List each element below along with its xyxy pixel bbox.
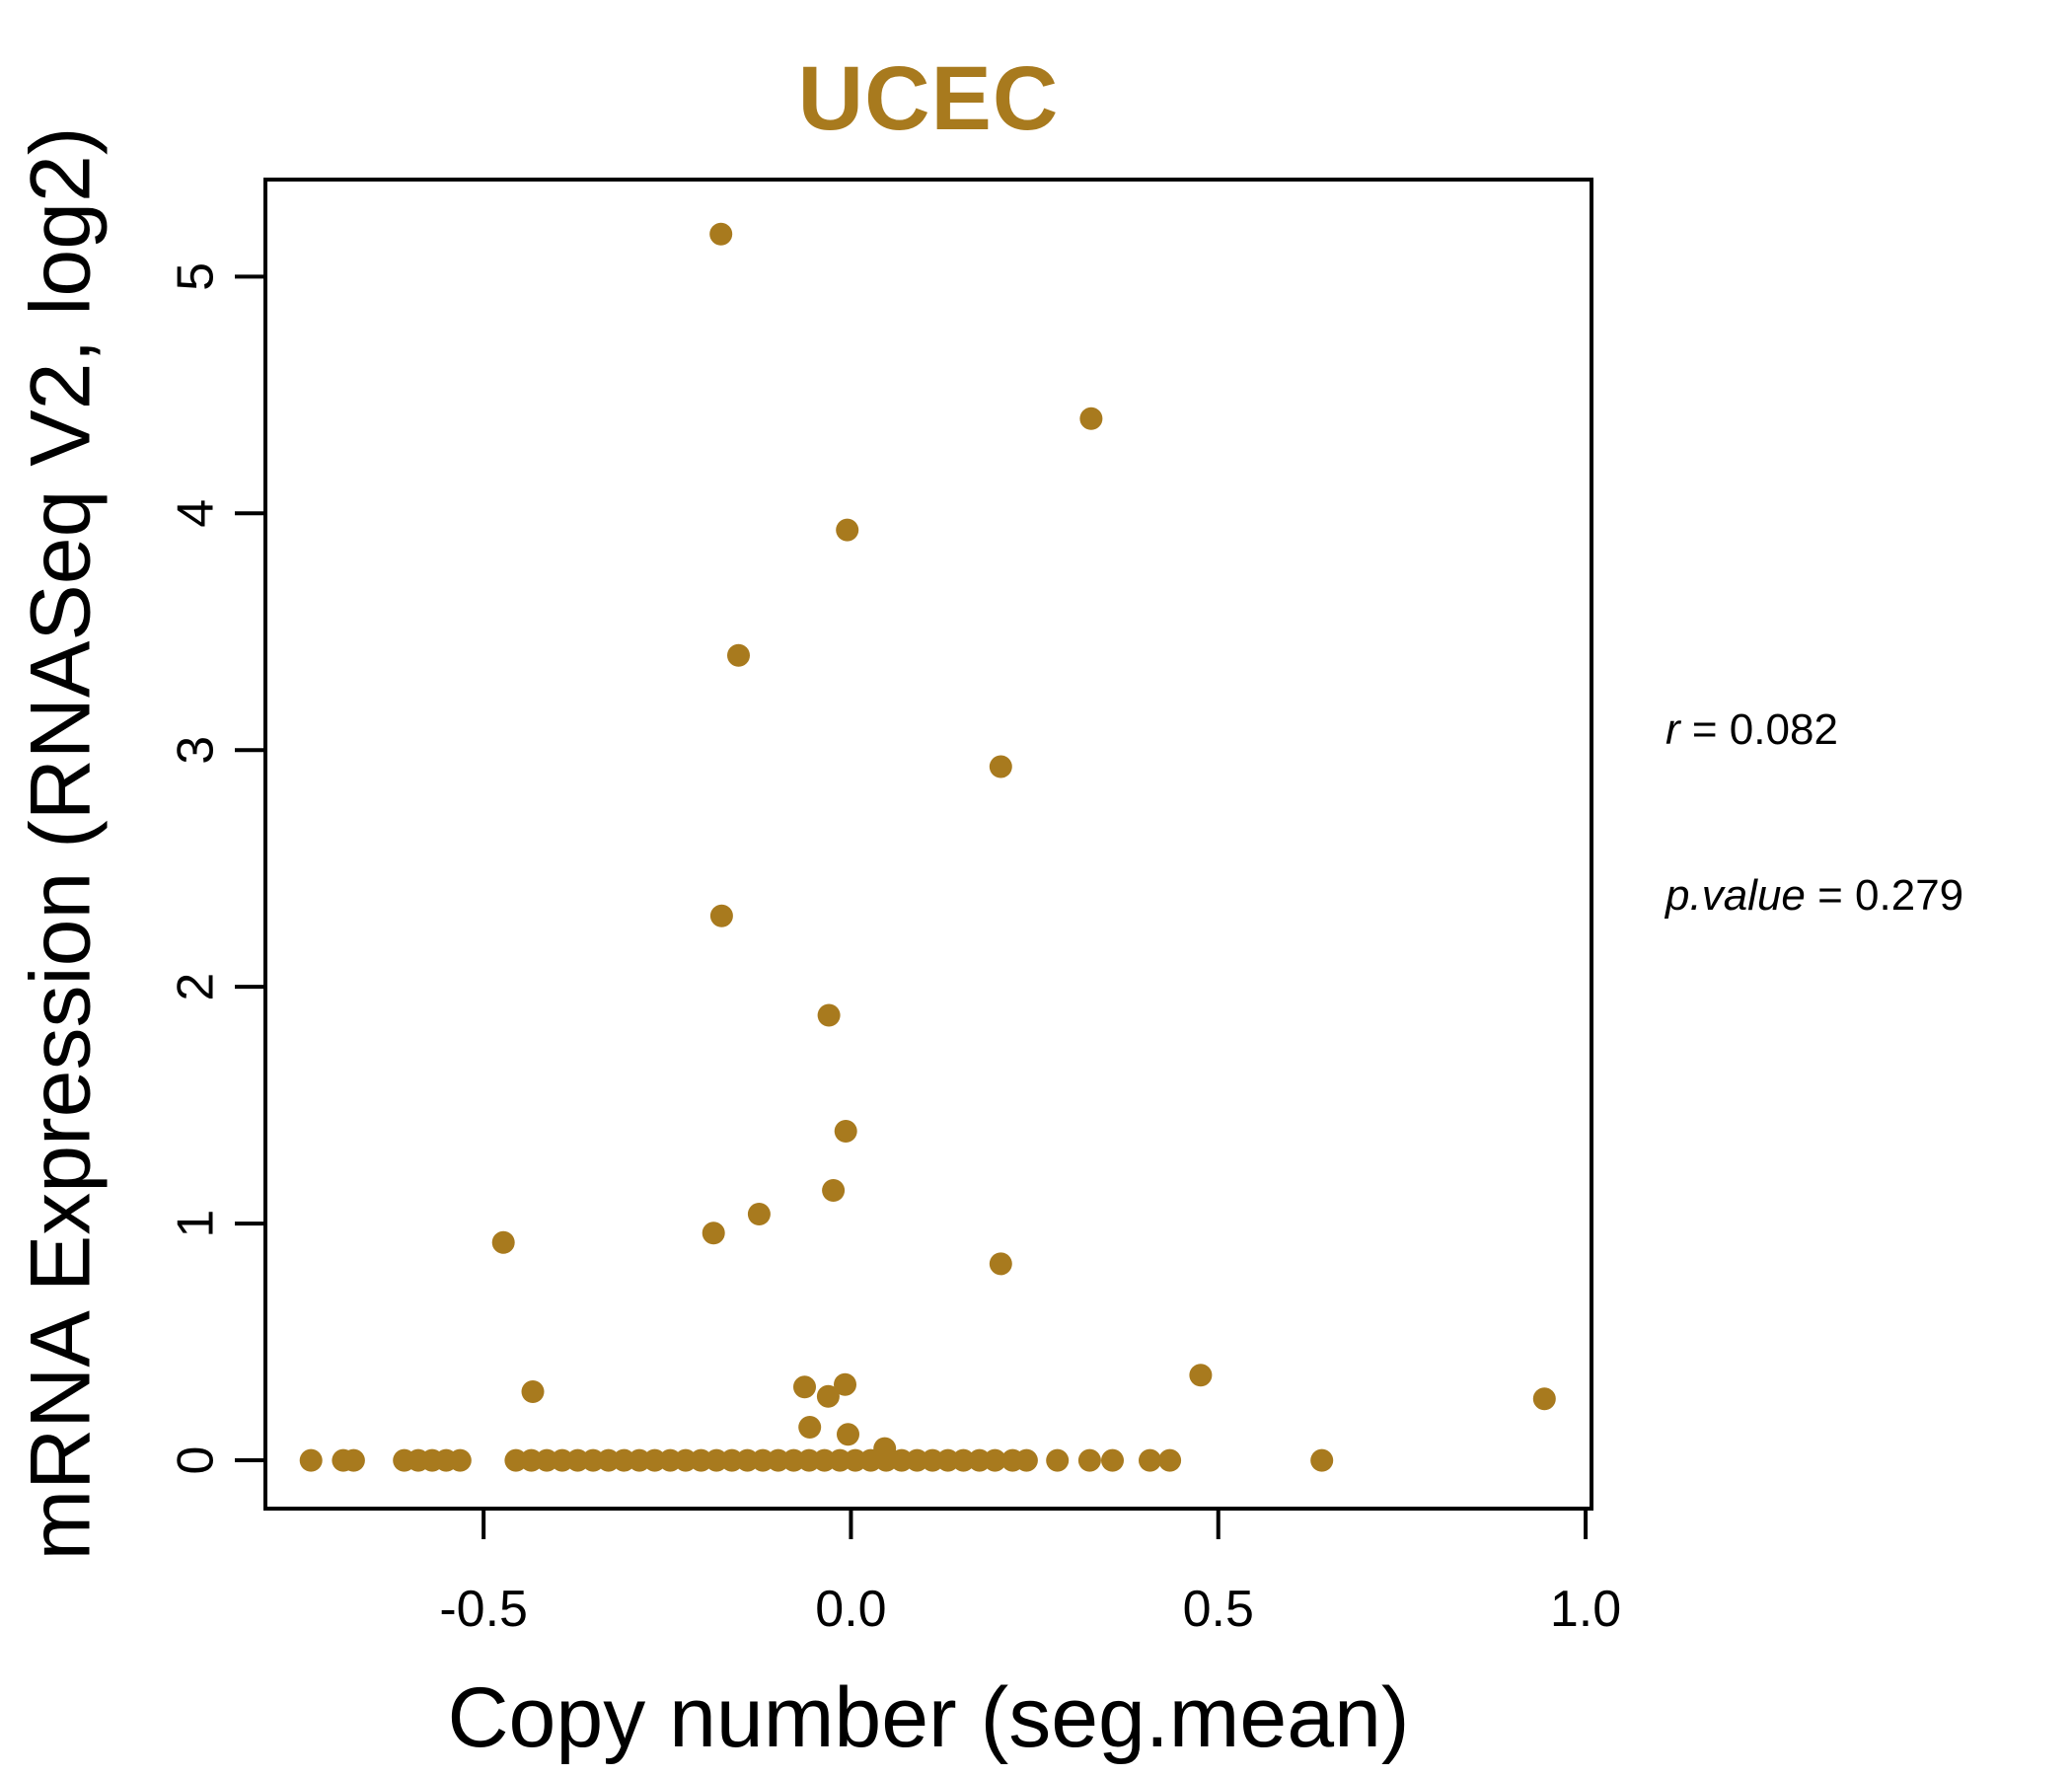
data-point — [834, 1372, 856, 1396]
annotation-p-label: p.value — [1665, 871, 1806, 920]
chart-title: UCEC — [797, 48, 1060, 149]
y-axis-tick-label: 0 — [168, 1446, 225, 1475]
y-axis-tick-label: 1 — [168, 1210, 225, 1238]
data-point — [1046, 1448, 1070, 1472]
data-point — [1014, 1448, 1038, 1472]
data-point — [1079, 407, 1103, 430]
data-point — [837, 1423, 859, 1446]
x-axis-tick-label: -0.5 — [439, 1581, 528, 1638]
annotation-r-line: r = 0.082 — [1665, 703, 1963, 758]
data-point — [1310, 1448, 1334, 1472]
correlation-annotation: r = 0.082 p.value = 0.279 — [1665, 592, 1963, 1034]
x-axis-tick-label: 0.5 — [1183, 1581, 1254, 1638]
data-point — [521, 1380, 545, 1403]
data-point — [1158, 1448, 1182, 1472]
data-point — [709, 904, 733, 927]
x-axis-tick-label: 1.0 — [1550, 1581, 1621, 1638]
data-point — [1189, 1364, 1213, 1387]
data-point — [793, 1375, 816, 1399]
y-axis-tick-label: 3 — [168, 736, 225, 765]
data-point — [1101, 1448, 1124, 1472]
data-point — [1139, 1448, 1161, 1472]
data-point — [989, 755, 1012, 778]
data-point — [727, 643, 750, 667]
data-point — [491, 1230, 515, 1254]
data-point — [951, 1448, 975, 1472]
data-point — [448, 1448, 472, 1472]
data-point — [983, 1448, 1006, 1472]
data-point — [817, 1003, 841, 1027]
data-point — [341, 1448, 365, 1472]
y-axis-tick-label: 4 — [168, 499, 225, 528]
data-point — [709, 222, 733, 246]
data-point — [1077, 1448, 1101, 1472]
data-point — [299, 1448, 323, 1472]
y-axis-tick-label: 5 — [168, 262, 225, 291]
data-point — [989, 1252, 1012, 1276]
annotation-p-value: = 0.279 — [1805, 871, 1964, 920]
y-axis-tick-label: 2 — [168, 973, 225, 1001]
data-point — [836, 518, 859, 542]
x-axis-title: Copy number (seg.mean) — [447, 1670, 1410, 1765]
data-point — [747, 1203, 771, 1225]
data-point — [798, 1416, 822, 1439]
annotation-p-line: p.value = 0.279 — [1665, 868, 1963, 924]
data-point — [702, 1221, 725, 1245]
plot-frame — [263, 178, 1593, 1511]
y-axis-title: mRNA Expression (RNASeq V2, log2) — [13, 126, 109, 1561]
data-point — [822, 1179, 846, 1202]
data-point — [1532, 1387, 1556, 1411]
data-point — [834, 1120, 857, 1143]
x-axis-tick-label: 0.0 — [815, 1581, 886, 1638]
data-point — [816, 1384, 840, 1408]
annotation-r-label: r — [1665, 705, 1680, 754]
annotation-r-value: = 0.082 — [1679, 705, 1838, 754]
